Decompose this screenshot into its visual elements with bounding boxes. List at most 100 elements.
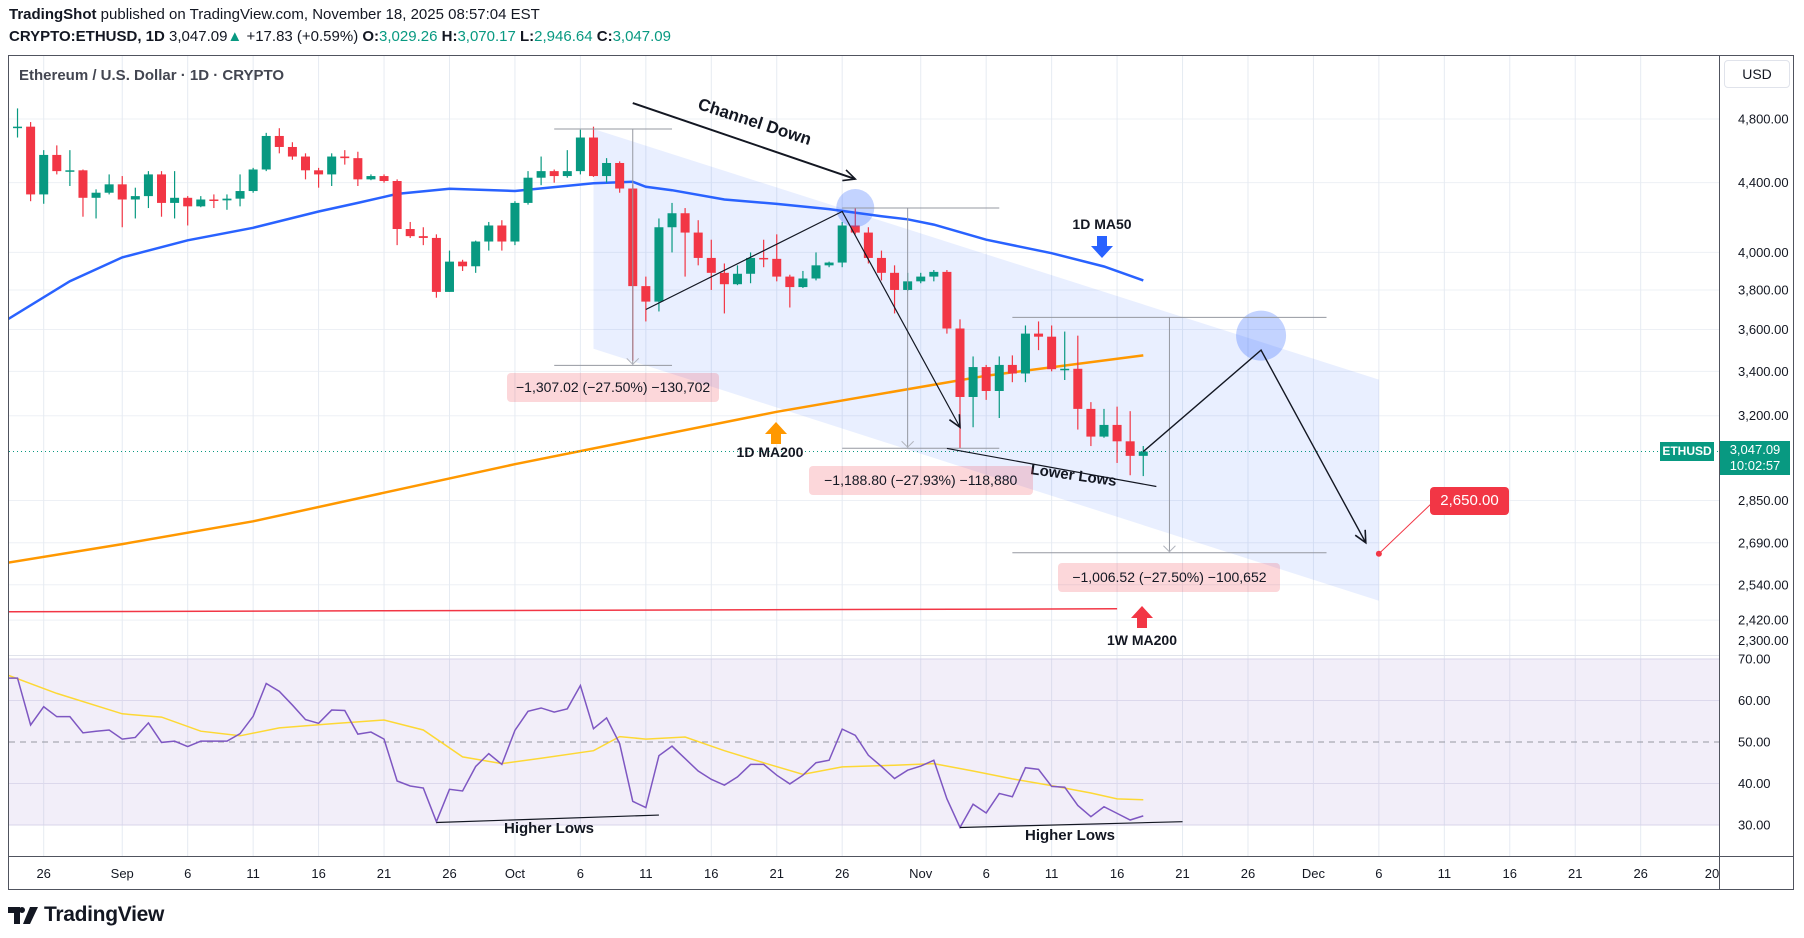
candle bbox=[1125, 441, 1135, 456]
time-tick-label: 16 bbox=[1110, 866, 1124, 881]
candle bbox=[418, 236, 428, 238]
triangle-up-icon: ▲ bbox=[227, 28, 243, 45]
arrow-down-icon bbox=[1091, 236, 1113, 258]
candle bbox=[863, 232, 873, 258]
measure-label: −1,307.02 (−27.50%) −130,702 bbox=[507, 373, 720, 403]
candle bbox=[968, 367, 978, 397]
candle bbox=[353, 158, 363, 180]
candle bbox=[52, 154, 62, 172]
candle bbox=[91, 192, 101, 198]
symbol-price-tag: ETHUSD bbox=[1660, 442, 1714, 461]
candle bbox=[955, 328, 965, 397]
candle bbox=[1060, 368, 1070, 371]
candle bbox=[602, 162, 612, 177]
arrow-head-icon bbox=[1354, 529, 1367, 545]
time-axis[interactable]: 26 Sep 6 11 16 21 26 Oct 6 11 16 21 26 Nov 6 11 16 21 26 De… bbox=[36, 866, 1733, 881]
low-label: L: bbox=[520, 28, 535, 45]
candle bbox=[994, 364, 1004, 391]
price-tick-label: 2,420.00 bbox=[1738, 613, 1789, 628]
rsi-lines: Higher Lows Higher Lows bbox=[9, 674, 1183, 844]
last-price-tag: 3,047.09 10:02:57 bbox=[1720, 441, 1790, 475]
candle bbox=[104, 184, 114, 193]
time-tick-label: 16 bbox=[1503, 866, 1517, 881]
ma200-label: 1D MA200 bbox=[737, 444, 804, 460]
candle bbox=[274, 135, 284, 147]
candle bbox=[117, 184, 127, 200]
price-tick-label: 4,400.00 bbox=[1738, 175, 1789, 190]
candle bbox=[1034, 333, 1044, 337]
time-tick-label: 21 bbox=[770, 866, 784, 881]
measure-label: −1,006.52 (−27.50%) −100,652 bbox=[1058, 562, 1281, 592]
candle bbox=[65, 170, 75, 172]
candle bbox=[39, 154, 49, 195]
price-tick-label: 4,800.00 bbox=[1738, 112, 1789, 127]
candle bbox=[916, 276, 926, 282]
candle bbox=[484, 225, 494, 242]
tradingview-logo[interactable]: TradingView bbox=[8, 903, 164, 927]
ma50-label: 1D MA50 bbox=[1072, 216, 1131, 232]
candle bbox=[549, 171, 559, 177]
time-tick-label: 26 bbox=[1241, 866, 1255, 881]
channel-down-zone bbox=[593, 129, 1379, 601]
candle bbox=[471, 241, 481, 267]
candle bbox=[1099, 424, 1109, 437]
price-tick-label: 2,690.00 bbox=[1738, 535, 1789, 550]
candle bbox=[1047, 336, 1057, 370]
time-tick-label: 11 bbox=[639, 866, 653, 881]
currency-button[interactable]: USD bbox=[1724, 60, 1790, 88]
arrow-down-icon bbox=[1163, 545, 1176, 553]
publish-info: TradingShot published on TradingView.com… bbox=[9, 6, 540, 23]
rsi-tick-label: 50.00 bbox=[1738, 735, 1771, 750]
candle bbox=[942, 271, 952, 329]
close-label: C: bbox=[596, 28, 613, 45]
candle bbox=[444, 261, 454, 292]
candle bbox=[824, 262, 834, 266]
time-tick-label: 6 bbox=[1375, 866, 1382, 881]
candle bbox=[732, 273, 742, 285]
candle bbox=[588, 137, 598, 177]
arrow-head-icon bbox=[948, 414, 961, 429]
triangle-path bbox=[645, 210, 961, 428]
time-tick-label: 6 bbox=[577, 866, 584, 881]
higher-lows-label: Higher Lows bbox=[504, 820, 594, 837]
candle bbox=[196, 199, 206, 207]
target-point bbox=[1375, 550, 1382, 557]
author-name[interactable]: TradingShot bbox=[9, 6, 97, 23]
candle bbox=[798, 278, 808, 288]
rsi-tick-label: 30.00 bbox=[1738, 818, 1771, 833]
higher-lows-line bbox=[436, 814, 659, 824]
target-price-label: 2,650.00 bbox=[1430, 487, 1509, 515]
time-tick-label: Dec bbox=[1302, 866, 1326, 881]
arrow-up-icon bbox=[765, 422, 787, 444]
candle bbox=[680, 213, 690, 233]
time-tick-label: Oct bbox=[505, 866, 526, 881]
candle bbox=[78, 170, 88, 198]
candle bbox=[562, 171, 572, 177]
candle bbox=[785, 276, 795, 288]
candle bbox=[890, 272, 900, 290]
candle bbox=[130, 196, 140, 200]
time-tick-label: 16 bbox=[704, 866, 718, 881]
time-tick-label: 11 bbox=[246, 866, 260, 881]
higher-lows-line bbox=[959, 821, 1183, 829]
symbol-name: CRYPTO:ETHUSD, 1D bbox=[9, 28, 165, 45]
candle bbox=[654, 227, 664, 302]
candle bbox=[222, 198, 232, 201]
candle bbox=[641, 286, 651, 302]
tradingview-wordmark: TradingView bbox=[44, 903, 165, 926]
candle bbox=[837, 225, 847, 263]
symbol-bar: CRYPTO:ETHUSD, 1D 3,047.09▲ +17.83 (+0.5… bbox=[9, 28, 671, 45]
time-tick-label: Sep bbox=[111, 866, 134, 881]
chart-legend-title[interactable]: Ethereum / U.S. Dollar · 1D · CRYPTO bbox=[19, 67, 285, 84]
candle bbox=[693, 232, 703, 258]
arrow-up-icon bbox=[1131, 606, 1153, 628]
candle bbox=[929, 271, 939, 277]
highlight-circle bbox=[1236, 310, 1287, 361]
arrow-head-icon bbox=[842, 169, 858, 182]
time-tick-label: 2026 bbox=[1705, 866, 1734, 881]
candle bbox=[340, 156, 350, 159]
arrow-down-icon bbox=[626, 357, 640, 366]
time-tick-label: 11 bbox=[1045, 866, 1059, 881]
time-tick-label: 16 bbox=[311, 866, 325, 881]
